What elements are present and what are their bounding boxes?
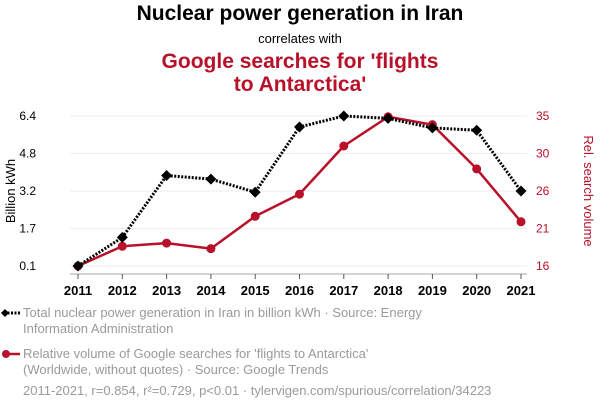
- y-tick-label-right: 16: [536, 259, 550, 273]
- data-point-nuclear: [294, 121, 305, 133]
- x-tick-label: 2012: [108, 283, 137, 298]
- data-point-nuclear: [116, 231, 128, 243]
- y-tick-label-left: 3.2: [19, 184, 36, 198]
- data-point-nuclear: [249, 186, 261, 198]
- data-point-searches: [250, 211, 260, 221]
- data-point-searches: [516, 217, 526, 227]
- legend-marker-nuclear: [1, 309, 9, 317]
- data-point-searches: [339, 141, 349, 151]
- y-tick-label-left: 1.7: [19, 222, 36, 236]
- y-axis-label-right: Rel. search volume: [581, 135, 596, 246]
- data-point-searches: [162, 238, 172, 248]
- x-tick-label: 2018: [374, 283, 403, 298]
- y-tick-label-right: 21: [536, 222, 550, 236]
- legend-item-nuclear: Total nuclear power generation in Iran i…: [23, 305, 503, 337]
- legend-label: Information Administration: [23, 321, 174, 336]
- legend-label: (Worldwide, without quotes) · Source: Go…: [23, 362, 329, 377]
- y-tick-label-left: 0.1: [19, 259, 36, 273]
- footer-stats: 2011-2021, r=0.854, r²=0.729, p<0.01 · t…: [23, 383, 492, 398]
- legend-label: Relative volume of Google searches for '…: [23, 346, 369, 361]
- legend-label: Total nuclear power generation in Iran i…: [23, 305, 422, 320]
- data-point-nuclear: [426, 122, 438, 134]
- data-point-nuclear: [382, 112, 394, 124]
- data-point-searches: [472, 164, 482, 174]
- y-axis-label-left: Billion kWh: [3, 159, 18, 223]
- legend-markers: [1, 309, 20, 358]
- x-tick-label: 2013: [152, 283, 181, 298]
- data-point-nuclear: [471, 124, 483, 136]
- y-tick-label-right: 35: [536, 109, 550, 123]
- chart-title-secondary-line2: to Antarctica': [233, 73, 367, 96]
- y-tick-label-right: 26: [536, 184, 550, 198]
- chart-subtitle: correlates with: [258, 31, 342, 46]
- x-tick-label: 2011: [64, 283, 92, 298]
- chart-title-secondary: Google searches for 'flights to Antarcti…: [150, 50, 450, 96]
- data-point-nuclear: [161, 170, 173, 182]
- x-tick-label: 2019: [418, 283, 447, 298]
- data-point-nuclear: [205, 173, 217, 185]
- data-point-searches: [295, 189, 304, 199]
- y-tick-label-left: 6.4: [19, 109, 36, 123]
- legend-marker-searches: [2, 350, 10, 358]
- data-point-nuclear: [515, 185, 527, 197]
- data-point-nuclear: [72, 260, 84, 272]
- y-tick-label-right: 30: [536, 147, 550, 161]
- data-point-searches: [206, 244, 216, 254]
- x-tick-label: 2021: [507, 283, 536, 298]
- series-layer: [72, 110, 527, 272]
- legend-item-searches: Relative volume of Google searches for '…: [23, 346, 503, 378]
- x-tick-label: 2020: [462, 283, 491, 298]
- x-tick-label: 2017: [329, 283, 358, 298]
- x-tick-label: 2014: [196, 283, 226, 298]
- x-tick-label: 2015: [241, 283, 270, 298]
- y-tick-label-left: 4.8: [19, 147, 36, 161]
- axes: 0.1 16 1.7 21 3.2 26 4.8 30 6.4 35 2011 2012 2013 201…: [3, 109, 596, 298]
- x-tick-label: 2016: [285, 283, 314, 298]
- chart-title: Nuclear power generation in Iran: [136, 2, 464, 25]
- data-point-searches: [117, 241, 127, 251]
- data-point-nuclear: [338, 110, 350, 122]
- chart-title-secondary-line1: Google searches for 'flights: [161, 50, 439, 73]
